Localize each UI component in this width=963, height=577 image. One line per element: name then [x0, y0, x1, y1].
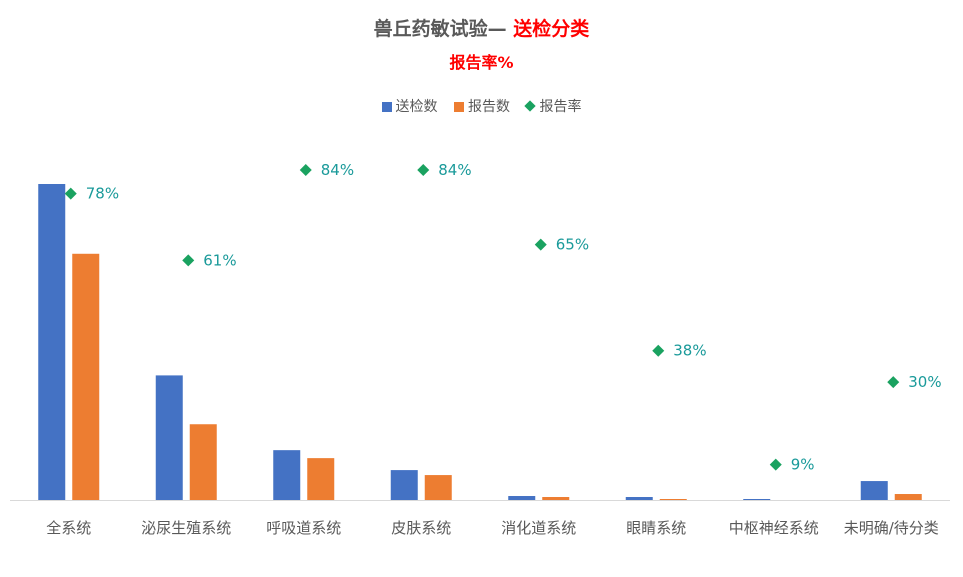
bar-series-1	[625, 497, 653, 500]
rate-marker	[534, 238, 547, 251]
legend-label-series-2: 报告数	[468, 99, 510, 115]
rate-data-label: 84%	[321, 161, 354, 179]
rate-data-label: 38%	[673, 342, 706, 360]
chart-title-block: 兽丘药敏试验— 送检分类 报告率%	[0, 14, 963, 73]
bar-series-2	[894, 494, 922, 500]
rate-data-label: 9%	[791, 456, 815, 474]
legend-label-series-1: 送检数	[395, 99, 438, 115]
chart-legend: 送检数 报告数 报告率	[0, 96, 963, 116]
rate-marker	[887, 376, 900, 389]
x-tick-label: 泌尿生殖系统	[141, 519, 231, 537]
chart-title-prefix: 兽丘药敏试验—	[373, 18, 514, 40]
bar-series-2	[189, 424, 217, 500]
legend-item-series-3: 报告率	[524, 96, 582, 116]
rate-marker	[299, 164, 312, 176]
x-tick-label: 全系统	[46, 519, 91, 537]
legend-swatch-series-1	[381, 102, 392, 112]
bar-series-2	[424, 475, 452, 500]
rate-data-label: 65%	[556, 236, 589, 254]
rate-marker	[182, 254, 195, 267]
chart-title: 兽丘药敏试验— 送检分类	[0, 14, 963, 41]
x-tick-label: 未明确/待分类	[844, 519, 939, 537]
x-tick-label: 中枢神经系统	[729, 519, 819, 537]
rate-marker	[64, 187, 77, 200]
rate-marker	[769, 458, 782, 471]
rate-marker	[652, 344, 665, 357]
bar-series-1	[508, 496, 536, 500]
rate-data-label: 61%	[203, 251, 236, 269]
bar-series-2	[659, 499, 687, 500]
bar-series-2	[542, 497, 570, 500]
bar-series-1	[38, 184, 66, 500]
x-tick-label: 皮肤系统	[391, 519, 451, 537]
rate-data-label: 30%	[908, 373, 941, 391]
legend-item-series-2: 报告数	[454, 96, 510, 116]
bar-series-2	[72, 253, 100, 500]
x-tick-label: 眼睛系统	[626, 519, 686, 537]
x-tick-label: 消化道系统	[501, 519, 576, 537]
bar-series-2	[307, 458, 335, 500]
rate-data-label: 84%	[438, 161, 471, 179]
chart-title-highlight: 送检分类	[513, 18, 590, 40]
bar-series-1	[155, 375, 183, 500]
legend-label-series-3: 报告率	[539, 99, 582, 115]
x-tick-label: 呼吸道系统	[266, 519, 341, 537]
legend-item-series-1: 送检数	[381, 96, 438, 116]
bar-series-1	[390, 470, 418, 500]
rate-data-label: 78%	[86, 185, 119, 203]
rate-marker	[417, 164, 430, 176]
bar-series-1	[743, 499, 771, 500]
legend-swatch-series-2	[454, 102, 464, 112]
bar-series-1	[273, 450, 301, 500]
bar-series-1	[860, 481, 888, 500]
chart-subtitle: 报告率%	[449, 53, 514, 72]
